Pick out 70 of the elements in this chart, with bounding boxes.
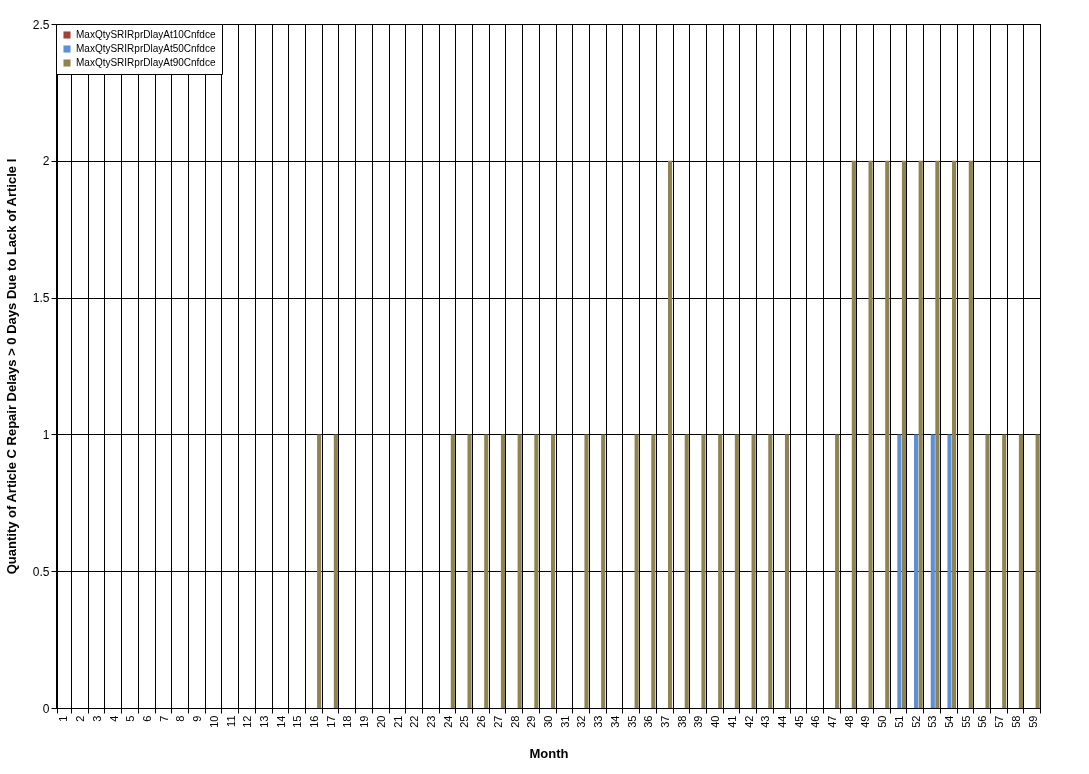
x-tick-label: 32: [575, 715, 588, 728]
y-tick-label: 0: [42, 701, 50, 716]
x-tick-label: 26: [475, 715, 488, 728]
x-tick-label: 28: [508, 715, 521, 728]
y-tick-label: 2.5: [32, 17, 50, 32]
x-tick-label: 12: [241, 715, 254, 728]
x-tick-label: 51: [892, 715, 905, 728]
x-tick-label: 40: [709, 715, 722, 728]
x-tick-label: 4: [107, 715, 120, 722]
legend-label: MaxQtySRIRprDlayAt90Cnfdce: [76, 57, 216, 68]
x-tick-label: 1: [57, 715, 70, 722]
x-tick-label: 47: [826, 715, 839, 728]
x-tick-label: 43: [759, 715, 772, 728]
x-tick-label: 11: [224, 715, 237, 727]
x-tick-label: 53: [926, 715, 939, 728]
x-tick-label: 36: [642, 715, 655, 728]
x-tick-label: 20: [374, 715, 387, 728]
x-tick-label: 13: [257, 715, 270, 728]
legend-label: MaxQtySRIRprDlayAt50Cnfdce: [76, 43, 216, 54]
x-axis-title: Month: [529, 745, 569, 761]
x-tick-label: 45: [792, 715, 805, 728]
y-tick-label: 0.5: [32, 564, 50, 579]
x-tick-label: 17: [324, 715, 337, 728]
x-tick-label: 30: [542, 715, 554, 728]
x-tick-label: 41: [725, 715, 738, 728]
x-tick-label: 52: [909, 715, 922, 728]
x-tick-label: 59: [1026, 715, 1039, 728]
x-tick-label: 50: [876, 715, 889, 728]
x-tick-label: 54: [943, 715, 956, 728]
y-tick-label: 1.5: [32, 291, 50, 306]
x-tick-label: 14: [274, 715, 287, 728]
x-tick-label: 19: [358, 715, 371, 728]
x-tick-label: 8: [174, 715, 187, 722]
x-tick-label: 21: [391, 715, 404, 728]
x-tick-label: 27: [491, 715, 504, 728]
x-tick-label: 55: [959, 715, 972, 728]
x-tick-label: 9: [191, 715, 204, 722]
x-tick-label: 35: [625, 715, 638, 728]
x-tick-label: 16: [308, 715, 321, 728]
x-tick-label: 22: [408, 715, 421, 728]
x-tick-label: 39: [692, 715, 705, 728]
y-axis-title: Quantity of Article C Repair Delays > 0 Days Due to Lack of Article I: [3, 158, 19, 575]
x-tick-label: 58: [1009, 715, 1022, 728]
x-tick-label: 24: [441, 715, 454, 728]
x-tick-label: 49: [859, 715, 872, 728]
legend-label: MaxQtySRIRprDlayAt10Cnfdce: [76, 29, 216, 40]
x-tick-label: 5: [124, 715, 137, 722]
x-tick-label: 57: [993, 715, 1006, 728]
x-tick-label: 46: [809, 715, 822, 728]
x-tick-label: 33: [592, 715, 605, 728]
x-tick-label: 6: [140, 715, 153, 722]
x-tick-label: 44: [775, 715, 788, 728]
x-tick-label: 23: [425, 715, 438, 728]
x-tick-label: 2: [74, 715, 87, 722]
x-tick-label: 3: [90, 715, 103, 722]
x-tick-label: 29: [525, 715, 538, 728]
x-tick-label: 42: [742, 715, 755, 728]
x-tick-label: 56: [976, 715, 989, 728]
x-tick-label: 10: [207, 715, 220, 728]
x-tick-label: 25: [458, 715, 471, 728]
y-tick-label: 1: [42, 427, 50, 442]
x-tick-label: 31: [558, 715, 571, 728]
x-tick-label: 37: [658, 715, 671, 728]
x-tick-label: 7: [157, 715, 170, 722]
x-tick-label: 15: [291, 715, 304, 728]
y-tick-label: 2: [42, 154, 50, 169]
x-tick-label: 48: [842, 715, 855, 728]
x-tick-label: 38: [675, 715, 688, 728]
x-tick-label: 34: [608, 715, 621, 728]
x-tick-label: 18: [341, 715, 354, 728]
